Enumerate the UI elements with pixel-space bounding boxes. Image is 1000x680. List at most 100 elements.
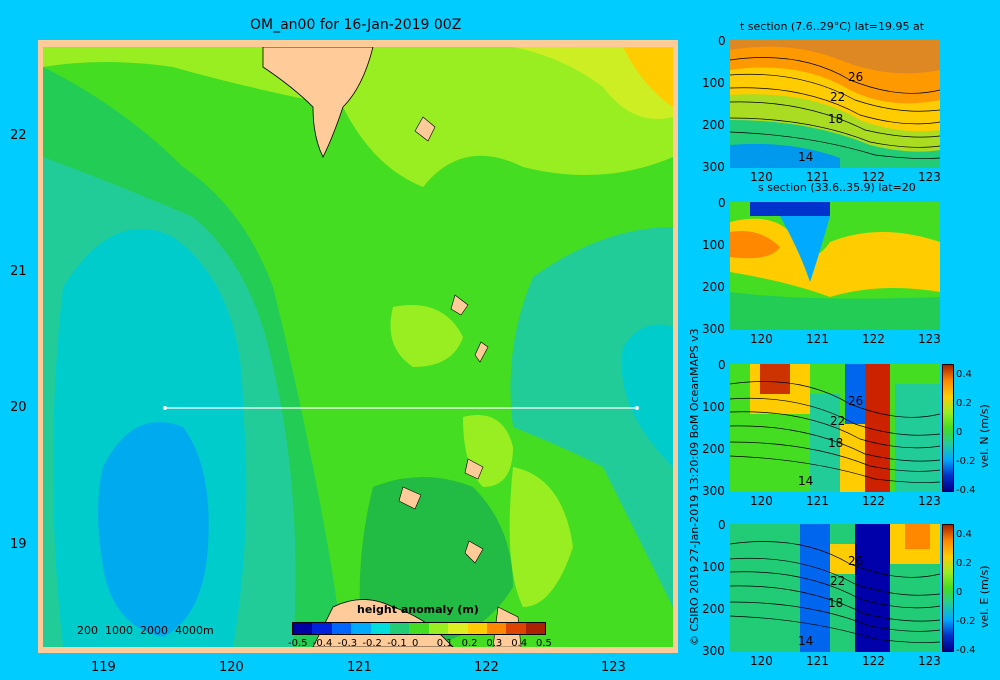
vel-n-label: vel. N (m/s)	[978, 404, 991, 468]
depth-tick-label: 0	[718, 196, 726, 210]
colorbar-tick-label: 0.4	[511, 638, 528, 649]
colorbar-swatch	[312, 623, 332, 634]
lon-tick-label: 123	[918, 332, 941, 346]
colorbar-swatch	[428, 623, 449, 634]
colorbar-tick-label: 0.1	[436, 638, 453, 649]
depth-tick-label: 200	[702, 118, 725, 132]
lon-tick-label: 120	[750, 332, 773, 346]
lon-tick-label: 122	[862, 170, 885, 184]
depth-tick-label: 0	[718, 358, 726, 372]
t-section-title: t section (7.6..29°C) lat=19.95 at	[740, 20, 925, 33]
colorbar-swatch	[389, 623, 410, 634]
colorbar-swatch	[506, 623, 526, 634]
vel-colorbar-tick-label: -0.4	[956, 485, 976, 496]
colorbar-tick-label: 0.5	[536, 638, 552, 649]
lon-tick-label: 119	[91, 660, 116, 675]
contour-label: 14	[798, 474, 814, 488]
colorbar-tick-label: 0	[412, 638, 419, 649]
colorbar-swatch	[293, 623, 313, 634]
lon-tick-label: 123	[918, 170, 941, 184]
contour-label: 14	[798, 150, 814, 164]
vel-colorbar-tick-label: -0.2	[956, 616, 976, 627]
depth-tick-label: 200	[702, 442, 725, 456]
depth-tick-label: 300	[702, 160, 725, 174]
depth-tick-label: 100	[702, 400, 725, 414]
colorbar-label: height anomaly (m)	[357, 603, 479, 616]
depth-tick-label: 300	[702, 484, 725, 498]
depth-tick-label: 100	[702, 238, 725, 252]
colorbar-swatch	[525, 623, 546, 634]
depth-legend: 200 1000 2000 4000m	[77, 624, 214, 637]
depth-tick-label: 100	[702, 76, 725, 90]
colorbar-swatch	[467, 623, 487, 634]
lon-tick-label: 120	[750, 654, 773, 668]
depth-tick-label: 300	[702, 644, 725, 658]
contour-label: 26	[848, 394, 864, 408]
s-section-title: s section (33.6..35.9) lat=20	[758, 181, 916, 194]
vel-n-section-panel[interactable]	[730, 364, 940, 492]
lon-tick-label: 121	[806, 654, 829, 668]
contour-label: 18	[828, 596, 844, 610]
colorbar-tick-label: -0.3	[337, 638, 358, 649]
vel-colorbar-tick-label: 0.2	[956, 558, 972, 569]
colorbar-tick-label: -0.4	[312, 638, 333, 649]
lon-tick-label: 123	[918, 494, 941, 508]
lon-tick-label: 121	[806, 332, 829, 346]
vel-e-section-panel[interactable]	[730, 524, 940, 652]
lon-tick-label: 121	[806, 170, 829, 184]
colorbar-tick-label: 0.2	[461, 638, 478, 649]
contour-label: 22	[830, 414, 846, 428]
colorbar-swatch	[370, 623, 390, 634]
contour-label: 14	[798, 634, 814, 648]
lon-tick-label: 123	[601, 660, 626, 675]
lon-tick-label: 123	[918, 654, 941, 668]
lon-tick-label: 122	[862, 332, 885, 346]
lon-tick-label: 120	[750, 494, 773, 508]
contour-label: 26	[848, 70, 864, 84]
colorbar-swatch	[448, 623, 468, 634]
s-section-panel[interactable]	[730, 202, 940, 330]
colorbar-swatch	[486, 623, 507, 634]
vel-colorbar-tick-label: 0.4	[956, 369, 972, 380]
colorbar-swatch	[331, 623, 352, 634]
vel-colorbar-tick-label: -0.2	[956, 456, 976, 467]
colorbar-swatch	[409, 623, 429, 634]
lon-tick-label: 120	[219, 660, 244, 675]
depth-tick-label: 100	[702, 560, 725, 574]
vel-colorbar-tick-label: 0.4	[956, 529, 972, 540]
lon-tick-label: 122	[862, 654, 885, 668]
lat-tick-label: 19	[10, 537, 27, 552]
vel-colorbar-tick-label: 0	[956, 587, 963, 598]
contour-label: 26	[848, 554, 864, 568]
map-title: OM_an00 for 16-Jan-2019 00Z	[250, 17, 462, 33]
colorbar-tick-label: -0.1	[387, 638, 407, 649]
lon-tick-label: 122	[862, 494, 885, 508]
contour-label: 22	[830, 90, 846, 104]
contour-label: 18	[828, 436, 844, 450]
vel-colorbar-tick-label: -0.4	[956, 645, 976, 656]
depth-tick-label: 200	[702, 602, 725, 616]
vel-n-colorbar	[942, 364, 954, 492]
colorbar-swatch	[351, 623, 371, 634]
lat-tick-label: 20	[10, 400, 27, 415]
depth-tick-label: 0	[718, 518, 726, 532]
t-section-panel[interactable]	[730, 40, 940, 168]
lon-tick-label: 121	[806, 494, 829, 508]
vel-colorbar-tick-label: 0	[956, 427, 963, 438]
sea-level-map[interactable]	[43, 47, 673, 647]
lon-tick-label: 120	[750, 170, 773, 184]
depth-tick-label: 300	[702, 322, 725, 336]
colorbar-tick-label: -0.2	[362, 638, 382, 649]
credit-text: © CSIRO 2019 27-Jan-2019 13:20:09 BoM Oc…	[688, 328, 701, 646]
vel-colorbar-tick-label: 0.2	[956, 398, 972, 409]
lon-tick-label: 122	[474, 660, 499, 675]
height-anomaly-colorbar	[292, 622, 546, 635]
lat-tick-label: 21	[10, 264, 27, 279]
colorbar-tick-label: -0.5	[288, 638, 308, 649]
vel-e-colorbar	[942, 524, 954, 652]
lat-tick-label: 22	[10, 128, 27, 143]
depth-tick-label: 200	[702, 280, 725, 294]
contour-label: 18	[828, 112, 844, 126]
lon-tick-label: 121	[347, 660, 372, 675]
contour-label: 22	[830, 574, 846, 588]
